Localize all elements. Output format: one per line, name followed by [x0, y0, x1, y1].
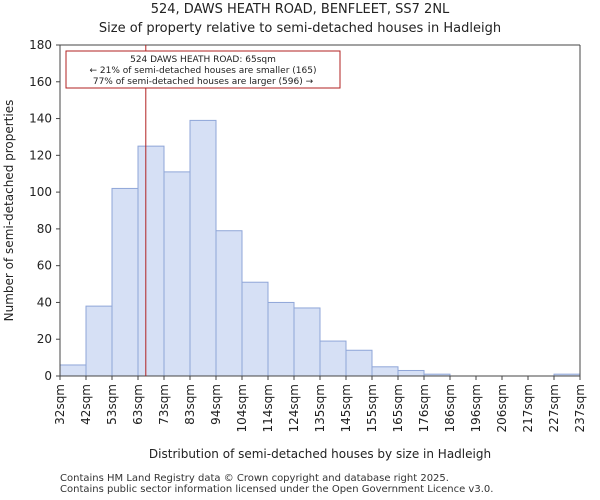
y-tick-label: 40	[37, 295, 52, 309]
x-tick-label: 186sqm	[443, 384, 457, 432]
y-tick-label: 160	[29, 75, 52, 89]
y-tick-label: 60	[37, 259, 52, 273]
y-tick-label: 100	[29, 185, 52, 199]
y-tick-label: 120	[29, 148, 52, 162]
x-tick-label: 42sqm	[79, 384, 93, 425]
histogram-bar	[319, 340, 347, 377]
y-tick-label: 20	[37, 332, 52, 346]
x-tick-label: 124sqm	[287, 384, 301, 432]
histogram-bar	[189, 119, 217, 377]
x-tick-label: 196sqm	[469, 384, 483, 432]
histogram-bar	[293, 307, 321, 377]
annotation-line-1: 524 DAWS HEATH ROAD: 65sqm	[130, 55, 276, 65]
x-tick-label: 237sqm	[573, 384, 587, 432]
chart-title: 524, DAWS HEATH ROAD, BENFLEET, SS7 2NL	[150, 2, 450, 17]
histogram-bar	[215, 230, 243, 377]
x-tick-label: 165sqm	[391, 384, 405, 432]
x-tick-label: 217sqm	[521, 384, 535, 432]
annotation-line-3: 77% of semi-detached houses are larger (…	[93, 77, 314, 87]
annotation-line-2: ← 21% of semi-detached houses are smalle…	[90, 66, 317, 76]
x-tick-label: 32sqm	[53, 384, 67, 425]
histogram-bar	[371, 366, 399, 377]
x-tick-label: 53sqm	[105, 384, 119, 425]
histogram-bar	[163, 171, 191, 377]
histogram-bar	[241, 281, 269, 377]
histogram-bar	[267, 301, 295, 377]
x-tick-label: 135sqm	[313, 384, 327, 432]
x-tick-label: 94sqm	[209, 384, 223, 425]
histogram-bar	[85, 305, 113, 377]
x-tick-label: 83sqm	[183, 384, 197, 425]
x-tick-label: 206sqm	[495, 384, 509, 432]
annotation-box	[65, 50, 341, 89]
chart-subtitle: Size of property relative to semi-detach…	[98, 21, 502, 36]
x-tick-label: 63sqm	[131, 384, 145, 425]
histogram-bar	[137, 145, 165, 377]
histogram-bar	[111, 187, 139, 377]
y-tick-label: 80	[37, 222, 52, 236]
x-tick-label: 155sqm	[365, 384, 379, 432]
footer-line-2: Contains public sector information licen…	[60, 484, 494, 495]
histogram-bar	[59, 364, 87, 377]
x-tick-label: 114sqm	[261, 384, 275, 432]
y-axis-label: Number of semi-detached properties	[2, 100, 16, 322]
x-axis-label: Distribution of semi-detached houses by …	[149, 447, 491, 461]
histogram-bar	[397, 369, 425, 377]
x-tick-label: 145sqm	[339, 384, 353, 432]
x-tick-label: 104sqm	[235, 384, 249, 432]
histogram-bar	[345, 349, 373, 377]
y-tick-label: 180	[29, 38, 52, 52]
x-tick-label: 73sqm	[157, 384, 171, 425]
footer-line-1: Contains HM Land Registry data © Crown c…	[60, 473, 449, 484]
y-tick-label: 140	[29, 112, 52, 126]
y-tick-label: 0	[44, 369, 52, 383]
x-tick-label: 227sqm	[547, 384, 561, 432]
x-tick-label: 176sqm	[417, 384, 431, 432]
